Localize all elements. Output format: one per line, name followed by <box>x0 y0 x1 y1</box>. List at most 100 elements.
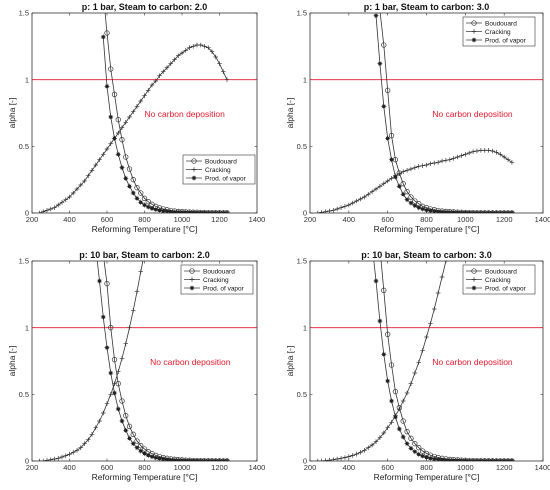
data-point-plus <box>334 456 340 461</box>
legend-entry: Prod. of vapor <box>203 285 245 292</box>
series-group <box>315 13 515 213</box>
data-point-plus <box>362 448 367 453</box>
data-point-plus <box>63 453 69 458</box>
data-point-plus <box>59 200 65 205</box>
data-point-circle <box>108 66 114 72</box>
data-point-plus <box>52 456 57 461</box>
data-point-star <box>400 434 406 440</box>
data-point-star <box>404 197 410 203</box>
data-point-circle <box>104 281 110 287</box>
legend-marker <box>191 175 197 181</box>
data-point-star <box>186 210 193 213</box>
data-point-star <box>381 103 387 109</box>
data-point-star <box>388 157 395 163</box>
data-point-plus <box>74 448 80 453</box>
data-point-star <box>392 414 399 420</box>
data-point-circle <box>385 87 391 93</box>
data-point-plus <box>369 442 375 448</box>
data-point-plus <box>466 150 472 156</box>
data-point-star <box>412 203 418 209</box>
data-point-plus <box>397 171 402 176</box>
data-point-circle <box>404 429 410 435</box>
legend-entry: Prod. of vapor <box>485 285 527 292</box>
data-point-star <box>439 209 445 213</box>
data-point-plus <box>63 197 69 202</box>
data-point-plus <box>470 149 476 154</box>
data-point-star <box>183 209 189 213</box>
data-point-star <box>123 175 129 181</box>
data-point-star <box>462 458 468 461</box>
data-point-plus <box>439 274 445 280</box>
x-tick-label: 1000 <box>457 463 474 472</box>
data-point-plus <box>354 198 359 204</box>
data-point-star <box>420 453 426 459</box>
x-tick-label: 1000 <box>457 215 474 224</box>
y-tick-label: 1.5 <box>19 257 29 266</box>
data-point-star <box>427 208 433 213</box>
data-point-plus <box>97 157 102 162</box>
data-point-circle <box>123 413 129 419</box>
data-point-star <box>435 209 441 213</box>
data-point-star <box>435 456 441 461</box>
data-point-star <box>420 206 426 212</box>
data-point-plus <box>224 77 230 82</box>
data-point-circle <box>108 325 114 331</box>
x-axis-label: Reforming Temperature [°C] <box>92 224 198 234</box>
data-point-star <box>224 210 230 213</box>
y-axis-label: alpha [-] <box>7 98 17 129</box>
x-tick-label: 400 <box>343 215 356 224</box>
annotation-no-carbon-deposition: No carbon deposition <box>150 357 231 367</box>
data-point-plus <box>108 392 114 397</box>
data-point-plus <box>474 148 480 154</box>
chart-panel-4: p: 10 bar, Steam to carbon: 3.0 200 400 600… <box>285 243 550 482</box>
data-point-star <box>96 278 103 284</box>
data-point-plus <box>115 130 121 136</box>
series-group <box>37 13 230 213</box>
data-point-plus <box>52 205 57 210</box>
data-point-star <box>400 191 406 197</box>
data-point-plus <box>67 452 72 457</box>
data-point-plus <box>70 450 76 455</box>
data-point-star <box>115 406 121 412</box>
data-point-star <box>493 210 499 213</box>
data-point-star <box>458 210 465 213</box>
data-point-star <box>505 210 511 213</box>
data-point-star <box>454 458 461 461</box>
data-point-plus <box>362 194 367 200</box>
data-point-plus <box>350 200 356 206</box>
legend-entry: Prod. of vapor <box>205 175 247 182</box>
legend-marker <box>189 285 195 291</box>
data-point-plus <box>505 157 511 162</box>
legend-entry: Prod. of vapor <box>485 37 527 44</box>
data-point-plus <box>443 158 449 163</box>
data-point-plus <box>319 210 324 213</box>
y-tick-label: 0 <box>25 457 29 466</box>
data-point-star <box>370 243 373 246</box>
data-point-circle <box>408 435 414 441</box>
data-point-circle <box>381 287 387 293</box>
y-tick-label: 0.5 <box>297 390 307 399</box>
legend-marker <box>471 20 477 26</box>
data-point-star <box>130 190 136 196</box>
data-point-star <box>104 345 110 351</box>
data-point-plus <box>338 456 344 461</box>
data-point-circle <box>419 448 426 454</box>
data-point-plus <box>478 148 484 153</box>
data-point-plus <box>108 141 114 146</box>
data-point-plus <box>89 432 95 437</box>
annotation-no-carbon-deposition: No carbon deposition <box>432 109 513 119</box>
data-point-plus <box>331 457 336 461</box>
data-point-plus <box>346 454 352 459</box>
data-point-star <box>119 165 125 171</box>
data-point-star <box>427 455 433 461</box>
data-point-plus <box>424 334 429 340</box>
data-point-star <box>145 204 151 210</box>
data-point-plus <box>160 69 166 74</box>
data-point-plus <box>501 154 507 160</box>
data-point-plus <box>494 150 499 155</box>
legend-entry: Cracking <box>485 277 511 284</box>
x-tick-label: 400 <box>343 463 356 472</box>
data-point-plus <box>78 182 84 188</box>
plot-area <box>309 12 544 214</box>
